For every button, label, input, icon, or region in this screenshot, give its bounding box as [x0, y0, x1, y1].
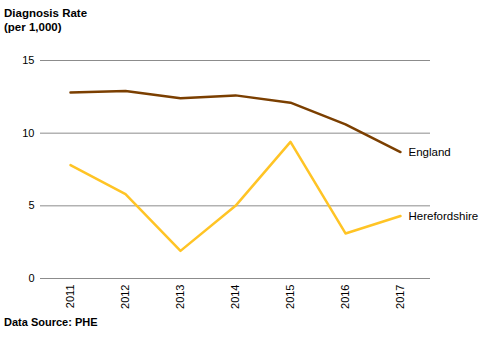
svg-text:10: 10	[22, 127, 34, 139]
svg-text:15: 15	[22, 54, 34, 66]
html-text:(per 1,000): (per 1,000)	[4, 21, 62, 33]
svg-text:0: 0	[28, 272, 34, 284]
svg-text:5: 5	[28, 199, 34, 211]
svg-text:2011: 2011	[64, 285, 76, 309]
svg-text:2014: 2014	[229, 285, 241, 309]
svg-text:2016: 2016	[339, 285, 351, 309]
svg-text:England: England	[409, 146, 451, 158]
html-text:Diagnosis Rate: Diagnosis Rate	[4, 7, 88, 19]
svg-text:Herefordshire: Herefordshire	[409, 210, 479, 222]
svg-text:2013: 2013	[174, 285, 186, 309]
svg-text:2017: 2017	[394, 285, 406, 309]
svg-text:2012: 2012	[119, 285, 131, 309]
svg-text:2015: 2015	[284, 285, 296, 309]
html-text:Data Source: PHE: Data Source: PHE	[4, 316, 98, 328]
